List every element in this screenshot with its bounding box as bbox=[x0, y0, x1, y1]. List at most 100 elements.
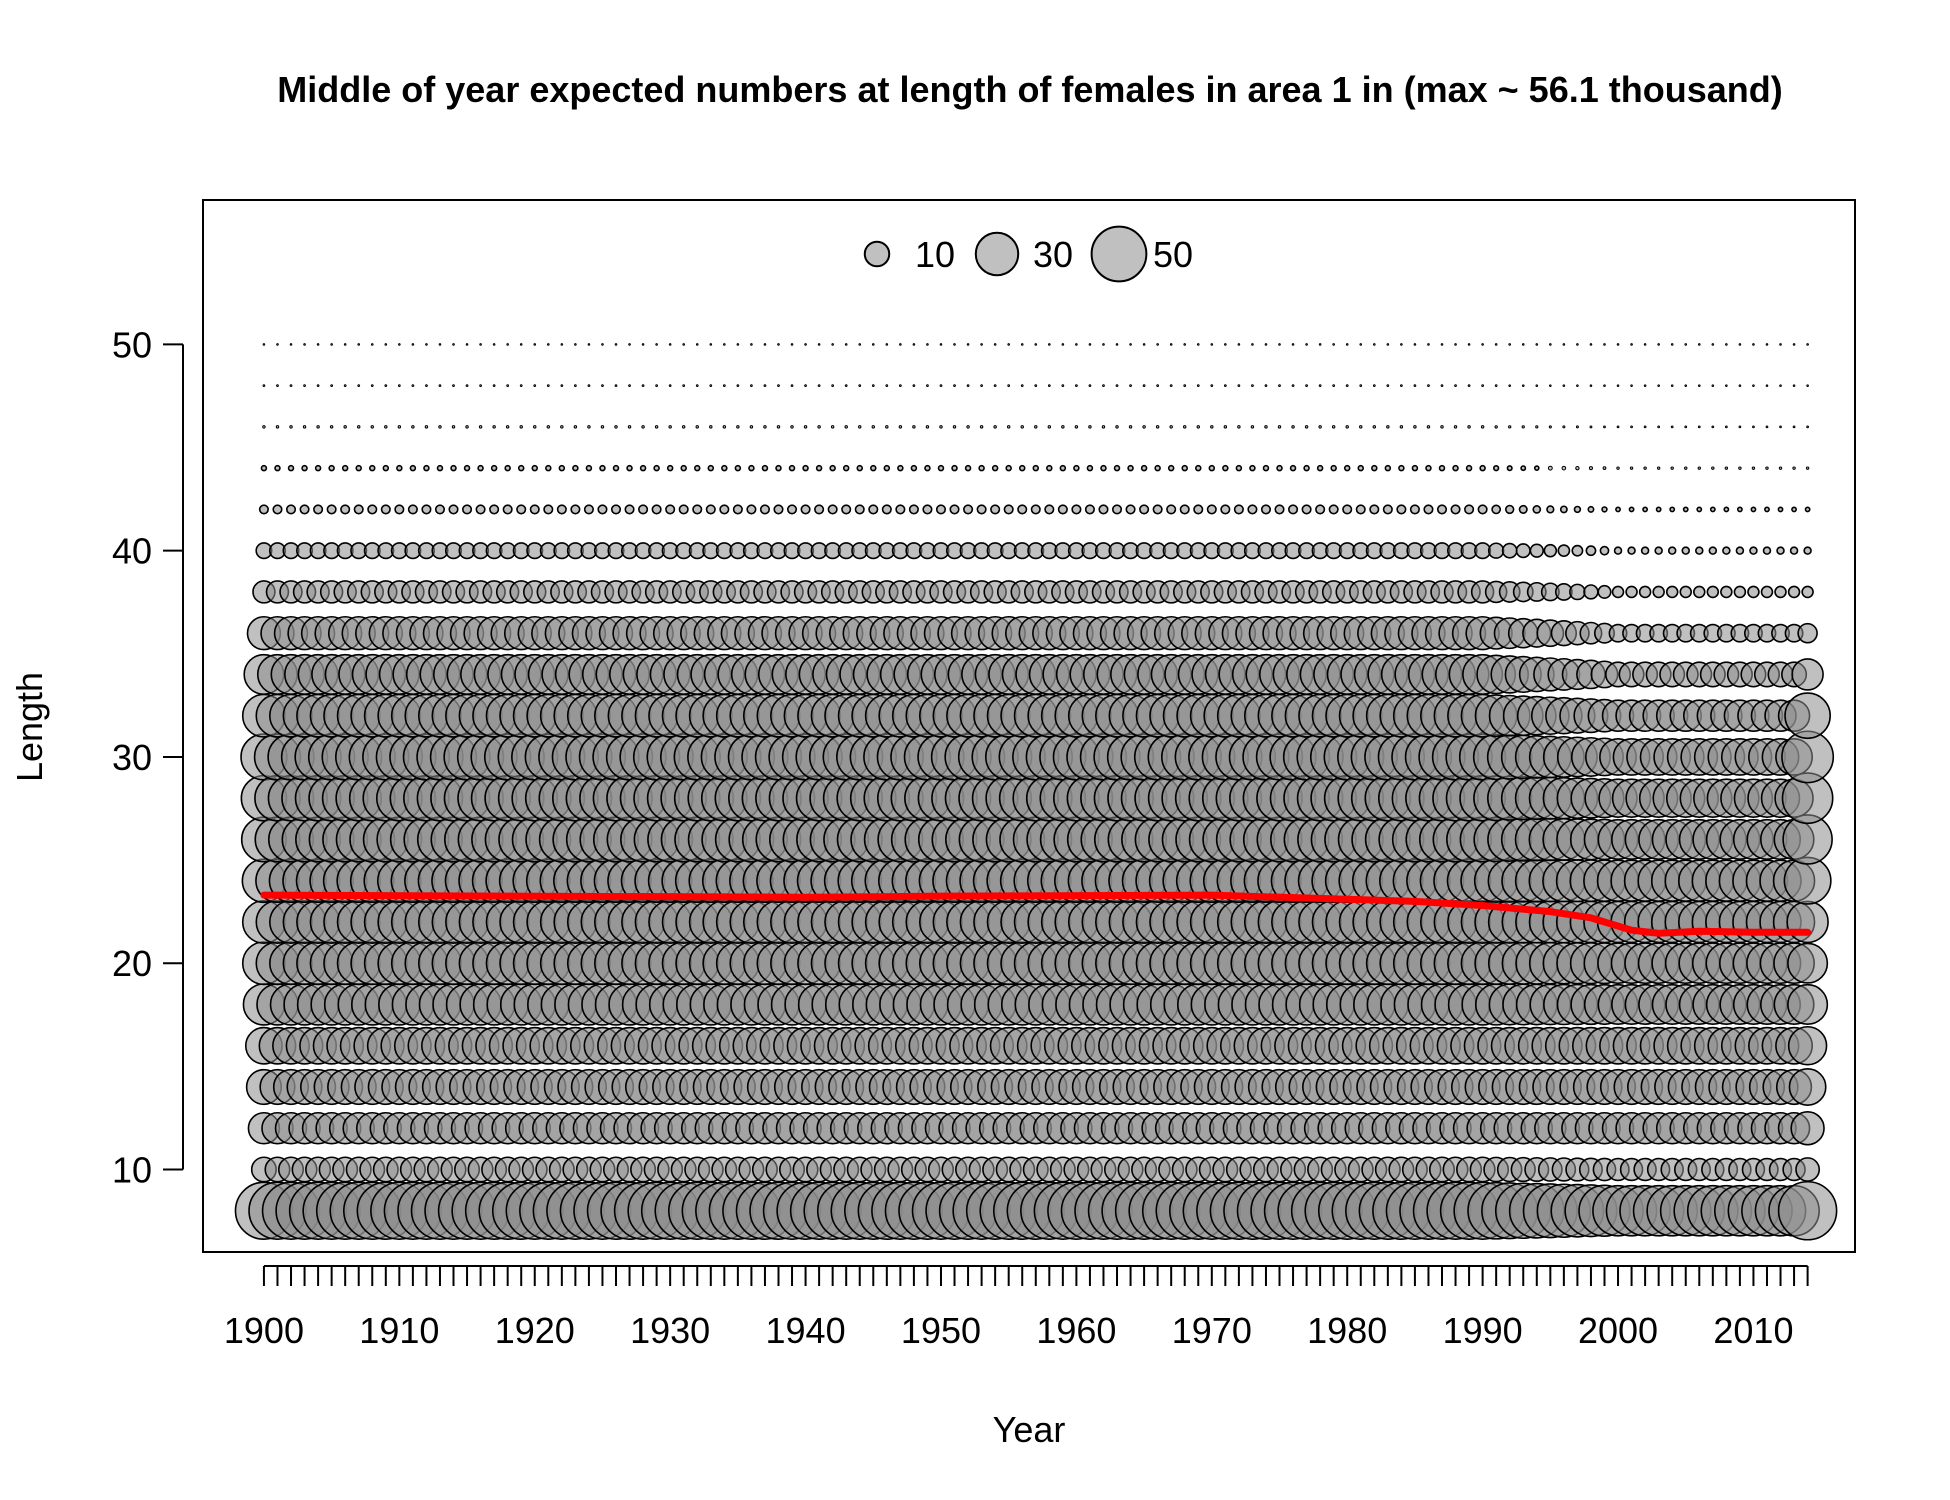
bubble-point bbox=[1129, 384, 1132, 388]
bubble-point bbox=[547, 343, 550, 346]
x-axis-label: Year bbox=[993, 1409, 1066, 1450]
bubble-point bbox=[1762, 546, 1772, 555]
bubble-point bbox=[1477, 504, 1488, 515]
bubble-point bbox=[1249, 464, 1256, 472]
bubble-point bbox=[1777, 506, 1784, 513]
bubble-point bbox=[367, 504, 378, 515]
bubble-point bbox=[1386, 425, 1390, 429]
bubble-point bbox=[519, 425, 523, 429]
bubble-point bbox=[396, 464, 403, 472]
legend-label-10: 10 bbox=[915, 234, 955, 275]
bubble-point bbox=[1795, 1157, 1821, 1182]
bubble-point bbox=[1057, 504, 1068, 515]
bubble-point bbox=[1603, 425, 1606, 429]
bubble-point bbox=[723, 343, 726, 346]
bubble-point bbox=[1697, 425, 1701, 429]
bubble-point bbox=[777, 384, 780, 388]
bubble-point bbox=[340, 504, 351, 515]
bubble-point bbox=[1480, 425, 1485, 429]
bubble-point bbox=[1274, 504, 1285, 515]
bubble-point bbox=[1589, 384, 1593, 387]
bubble-point bbox=[1583, 584, 1599, 600]
bubble-point bbox=[1521, 425, 1525, 429]
bubble-point bbox=[980, 343, 983, 346]
bubble-point bbox=[885, 425, 889, 429]
bubble-point bbox=[1315, 504, 1326, 515]
bubble-point bbox=[993, 384, 997, 388]
bubble-point bbox=[1669, 506, 1676, 513]
bubble-point bbox=[976, 504, 987, 515]
bubble-point bbox=[600, 425, 605, 429]
bubble-point bbox=[1589, 343, 1593, 346]
bubble-point bbox=[1720, 585, 1733, 599]
bubble-point bbox=[817, 343, 821, 346]
bubble-point bbox=[329, 425, 334, 429]
bubble-point bbox=[1693, 585, 1706, 599]
bubble-point bbox=[803, 425, 808, 429]
bubble-point bbox=[370, 343, 374, 346]
bubble-point bbox=[1251, 343, 1254, 346]
bubble-point bbox=[1709, 506, 1716, 513]
bubble-point bbox=[425, 343, 428, 346]
bubble-point bbox=[587, 384, 591, 388]
bubble-point bbox=[1751, 466, 1756, 470]
bubble-point bbox=[1399, 425, 1404, 429]
bubble-point bbox=[502, 504, 513, 515]
bubble-point bbox=[749, 425, 754, 429]
bubble-point bbox=[736, 384, 740, 388]
bubble-point bbox=[628, 343, 631, 346]
bubble-point bbox=[885, 343, 889, 346]
bubble-point bbox=[1427, 343, 1430, 346]
bubble-point bbox=[1549, 384, 1552, 387]
bubble-point bbox=[260, 464, 268, 472]
bubble-point bbox=[478, 425, 483, 429]
bubble-point bbox=[533, 384, 537, 388]
bubble-point bbox=[275, 425, 280, 429]
bubble-point bbox=[477, 464, 484, 472]
bubble-point bbox=[397, 425, 402, 429]
bubble-point bbox=[1139, 504, 1150, 515]
bubble-point bbox=[1616, 466, 1620, 470]
bubble-point bbox=[303, 343, 306, 346]
bubble-point bbox=[384, 384, 388, 388]
bubble-point bbox=[952, 425, 957, 429]
bubble-point bbox=[545, 464, 552, 472]
bubble-point bbox=[353, 504, 364, 515]
bubble-point bbox=[1697, 384, 1701, 387]
bubble-point bbox=[736, 343, 740, 346]
bubble-point bbox=[274, 464, 281, 472]
bubble-point bbox=[1616, 343, 1620, 346]
bubble-point bbox=[1778, 466, 1783, 470]
bubble-point bbox=[1792, 466, 1796, 470]
bubble-point bbox=[804, 343, 807, 346]
bubble-point bbox=[1655, 506, 1662, 513]
bubble-point bbox=[1169, 425, 1173, 429]
bubble-point bbox=[979, 425, 984, 429]
bubble-point bbox=[1005, 464, 1012, 472]
bubble-point bbox=[1787, 585, 1801, 599]
bubble-point bbox=[1642, 506, 1649, 513]
bubble-point bbox=[1706, 585, 1720, 599]
bubble-point bbox=[357, 343, 361, 346]
bubble-point bbox=[1318, 343, 1322, 346]
bubble-point bbox=[407, 504, 418, 515]
bubble-point bbox=[908, 504, 919, 515]
bubble-point bbox=[993, 425, 997, 429]
bubble-point bbox=[1464, 504, 1475, 515]
bubble-point bbox=[1777, 1180, 1838, 1241]
bubble-point bbox=[560, 425, 564, 429]
bubble-point bbox=[1481, 384, 1484, 388]
bubble-point bbox=[748, 464, 755, 472]
bubble-point bbox=[1237, 343, 1241, 346]
bubble-point bbox=[1765, 384, 1769, 387]
bubble-point bbox=[1400, 343, 1403, 346]
mean-length-line-layer bbox=[260, 891, 1812, 937]
bubble-point bbox=[462, 504, 473, 515]
bubble-point bbox=[1152, 504, 1163, 515]
bubble-point bbox=[628, 384, 631, 388]
bubble-point bbox=[1725, 384, 1728, 387]
bubble-point bbox=[1679, 585, 1693, 599]
bubble-point bbox=[1196, 425, 1200, 429]
bubble-point bbox=[1316, 464, 1324, 472]
bubble-point bbox=[1630, 343, 1633, 346]
